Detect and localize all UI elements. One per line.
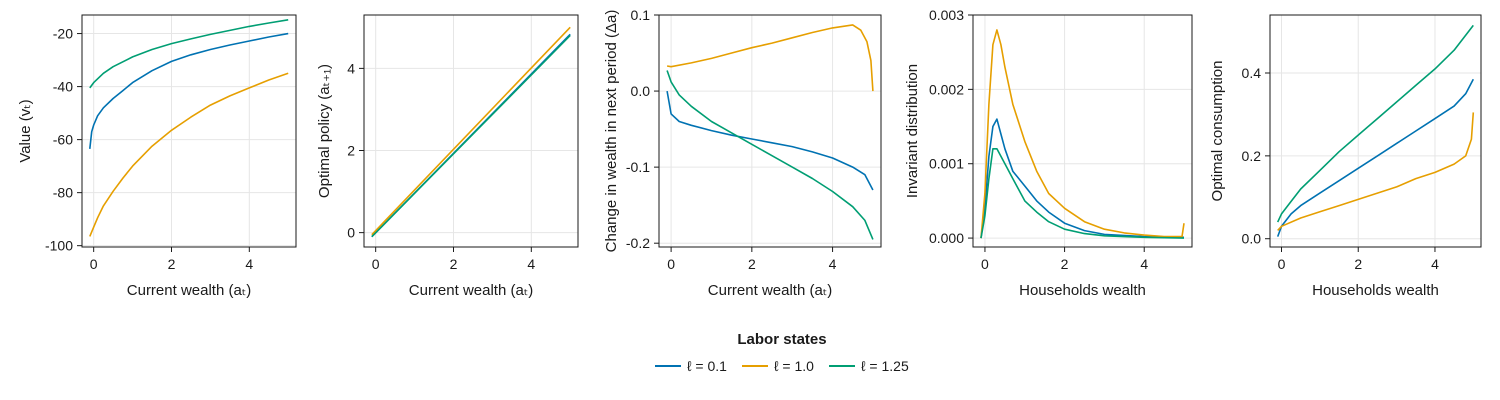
- x-tick-label: 0: [1278, 256, 1286, 272]
- x-tick-label: 4: [527, 256, 535, 272]
- series-line-1: [89, 32, 289, 149]
- x-tick-label: 2: [1354, 256, 1362, 272]
- x-axis-label: Current wealth (aₜ): [127, 282, 251, 299]
- y-tick-label: 0.001: [929, 156, 964, 172]
- y-tick-label: 0: [347, 225, 355, 241]
- panel-4: 0 2 4 0.000 0.001 0.002 0.003 Households wealth…: [904, 7, 1193, 299]
- y-tick-label: 0.002: [929, 81, 964, 97]
- series-line-3: [666, 70, 874, 240]
- series-line-1: [1276, 78, 1475, 237]
- y-axis-label: Change in wealth in next period (Δa): [603, 10, 620, 253]
- x-tick-label: 2: [748, 256, 756, 272]
- legend-label-2: ℓ = 1.0: [774, 358, 814, 374]
- y-tick-label: 0.000: [929, 230, 964, 246]
- series-line-1: [980, 118, 1185, 239]
- legend-label-3: ℓ = 1.25: [861, 358, 909, 374]
- series-line-1: [666, 90, 874, 191]
- x-tick-label: 0: [667, 256, 675, 272]
- plot-frame: [363, 14, 579, 248]
- x-tick-label: 0: [981, 256, 989, 272]
- series-line-2: [89, 72, 289, 237]
- x-tick-label: 4: [829, 256, 837, 272]
- x-axis-label: Households wealth: [1019, 282, 1146, 299]
- legend: Labor states ℓ = 0.1 ℓ = 1.0 ℓ = 1.25: [655, 331, 909, 374]
- x-axis-label: Households wealth: [1312, 282, 1439, 299]
- x-tick-label: 4: [1140, 256, 1148, 272]
- x-axis-label: Current wealth (aₜ): [708, 282, 832, 299]
- y-tick-label: -0.2: [626, 235, 650, 251]
- plot-frame: [658, 14, 882, 248]
- panel-2: 0 2 4 0 2 4 Current wealth (aₜ) Optimal policy …: [316, 14, 579, 299]
- x-tick-label: 4: [1431, 256, 1439, 272]
- x-tick-label: 0: [372, 256, 380, 272]
- y-tick-label: -80: [53, 185, 73, 201]
- series-line-2: [980, 29, 1185, 239]
- panel-5: 0 2 4 0.0 0.2 0.4 Households wealth Optimal con…: [1209, 14, 1482, 299]
- y-tick-label: 4: [347, 60, 355, 76]
- y-tick-label: 0.0: [631, 83, 651, 99]
- y-tick-label: -0.1: [626, 159, 650, 175]
- x-axis-label: Current wealth (aₜ): [409, 282, 533, 299]
- y-tick-label: 0.2: [1242, 148, 1262, 164]
- panel-3: 0 2 4 -0.2 -0.1 0.0 0.1 Current wealth (aₜ) Chan…: [603, 7, 882, 299]
- y-tick-label: 0.0: [1242, 231, 1262, 247]
- series-line-3: [89, 19, 289, 89]
- series-line-3: [371, 34, 571, 238]
- series-line-3: [980, 148, 1185, 239]
- x-tick-label: 2: [1061, 256, 1069, 272]
- series-line-2: [1277, 112, 1475, 231]
- plot-frame: [81, 14, 297, 248]
- x-tick-label: 4: [245, 256, 253, 272]
- y-tick-label: -20: [53, 26, 73, 42]
- x-tick-label: 2: [450, 256, 458, 272]
- legend-title: Labor states: [737, 331, 826, 348]
- y-tick-label: -100: [45, 238, 73, 254]
- series-line-2: [371, 26, 571, 236]
- y-axis-label: Optimal policy (aₜ₊₁): [316, 64, 333, 198]
- legend-label-1: ℓ = 0.1: [687, 358, 727, 374]
- y-tick-label: 0.4: [1242, 65, 1262, 81]
- y-tick-label: -40: [53, 79, 73, 95]
- x-tick-label: 0: [90, 256, 98, 272]
- panel-1: 0 2 4 -100 -80 -60 -40 -20 Current wealth (aₜ) Va…: [17, 14, 297, 299]
- y-axis-label: Value (vₜ): [17, 99, 34, 162]
- y-tick-label: 2: [347, 143, 355, 159]
- y-tick-label: -60: [53, 132, 73, 148]
- y-axis-label: Invariant distribution: [904, 64, 921, 198]
- plot-frame: [972, 14, 1193, 248]
- y-tick-label: 0.1: [631, 7, 651, 23]
- y-tick-label: 0.003: [929, 7, 964, 23]
- x-tick-label: 2: [168, 256, 176, 272]
- y-axis-label: Optimal consumption: [1209, 61, 1226, 202]
- series-line-2: [666, 24, 874, 92]
- plot-frame: [1269, 14, 1482, 248]
- series-line-3: [1276, 24, 1474, 223]
